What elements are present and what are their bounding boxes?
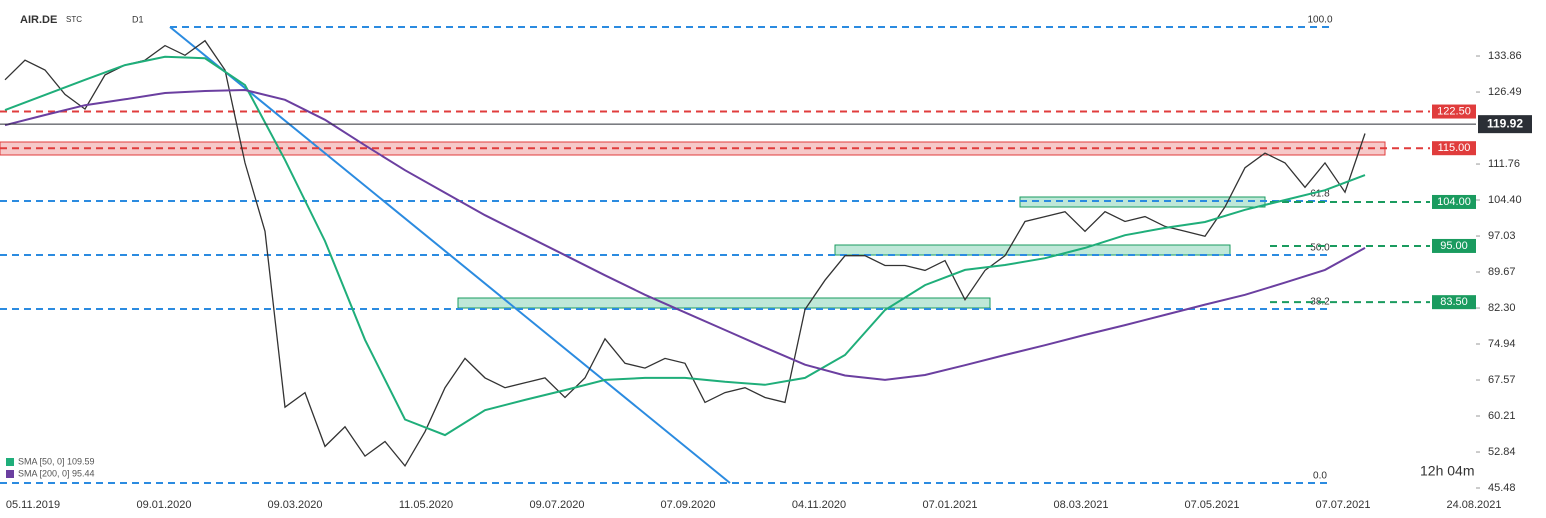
timer: 12h 04m	[1420, 463, 1474, 479]
level-label-bg	[1432, 295, 1476, 310]
fib-label: 100.0	[1307, 15, 1332, 26]
x-tick-label: 05.11.2019	[6, 499, 60, 511]
y-tick-label: 60.21	[1488, 410, 1516, 422]
y-tick-label: 67.57	[1488, 374, 1516, 386]
legend-swatch	[6, 458, 14, 466]
level-label: 122.50	[1437, 105, 1471, 117]
interval: D1	[132, 14, 144, 24]
y-tick-label: 111.76	[1488, 158, 1520, 170]
x-tick-label: 07.05.2021	[1184, 499, 1239, 511]
level-label-bg	[1432, 104, 1476, 119]
y-tick-label: 133.86	[1488, 50, 1522, 62]
symbol: AIR.DE	[20, 14, 57, 26]
fib-label: 50.0	[1310, 243, 1330, 254]
level-label-bg	[1432, 194, 1476, 209]
last-price-bg	[1478, 115, 1532, 134]
y-tick-label: 104.40	[1488, 194, 1522, 206]
support-zone	[834, 244, 1231, 256]
support-zone	[1019, 196, 1266, 208]
fib-label: 61.8	[1310, 189, 1330, 200]
x-tick-label: 11.05.2020	[399, 499, 453, 511]
legend-entry: SMA [50, 0] 109.59	[18, 456, 95, 466]
x-tick-label: 04.11.2020	[792, 499, 846, 511]
y-tick-label: 89.67	[1488, 266, 1516, 278]
sma-line	[4, 88, 1366, 381]
exchange: STC	[66, 15, 82, 24]
x-tick-label: 07.09.2020	[660, 499, 715, 511]
last-price-label: 119.92	[1487, 116, 1523, 130]
x-tick-label: 24.08.2021	[1446, 499, 1501, 511]
y-tick-label: 126.49	[1488, 86, 1522, 98]
x-tick-label: 08.03.2021	[1053, 499, 1108, 511]
y-tick-label: 45.48	[1488, 482, 1516, 494]
x-tick-label: 09.01.2020	[136, 499, 191, 511]
x-tick-label: 09.03.2020	[267, 499, 322, 511]
y-tick-label: 52.84	[1488, 446, 1516, 458]
y-tick-label: 74.94	[1488, 338, 1516, 350]
level-label-bg	[1432, 238, 1476, 253]
level-label: 83.50	[1440, 296, 1468, 308]
legend-entry: SMA [200, 0] 95.44	[18, 468, 95, 478]
level-label: 115.00	[1438, 142, 1471, 154]
level-label: 95.00	[1440, 240, 1468, 252]
support-zone	[457, 297, 991, 309]
fib-label: 0.0	[1313, 471, 1327, 482]
x-tick-label: 07.01.2021	[922, 499, 977, 511]
x-tick-label: 07.07.2021	[1315, 499, 1370, 511]
y-tick-label: 97.03	[1488, 230, 1516, 242]
sma-line	[4, 55, 1366, 437]
level-label-bg	[1432, 141, 1476, 156]
price-line	[4, 39, 1366, 468]
x-tick-label: 09.07.2020	[529, 499, 584, 511]
y-tick-label: 82.30	[1488, 302, 1516, 314]
level-label: 104.00	[1437, 196, 1471, 208]
legend-swatch	[6, 470, 14, 478]
